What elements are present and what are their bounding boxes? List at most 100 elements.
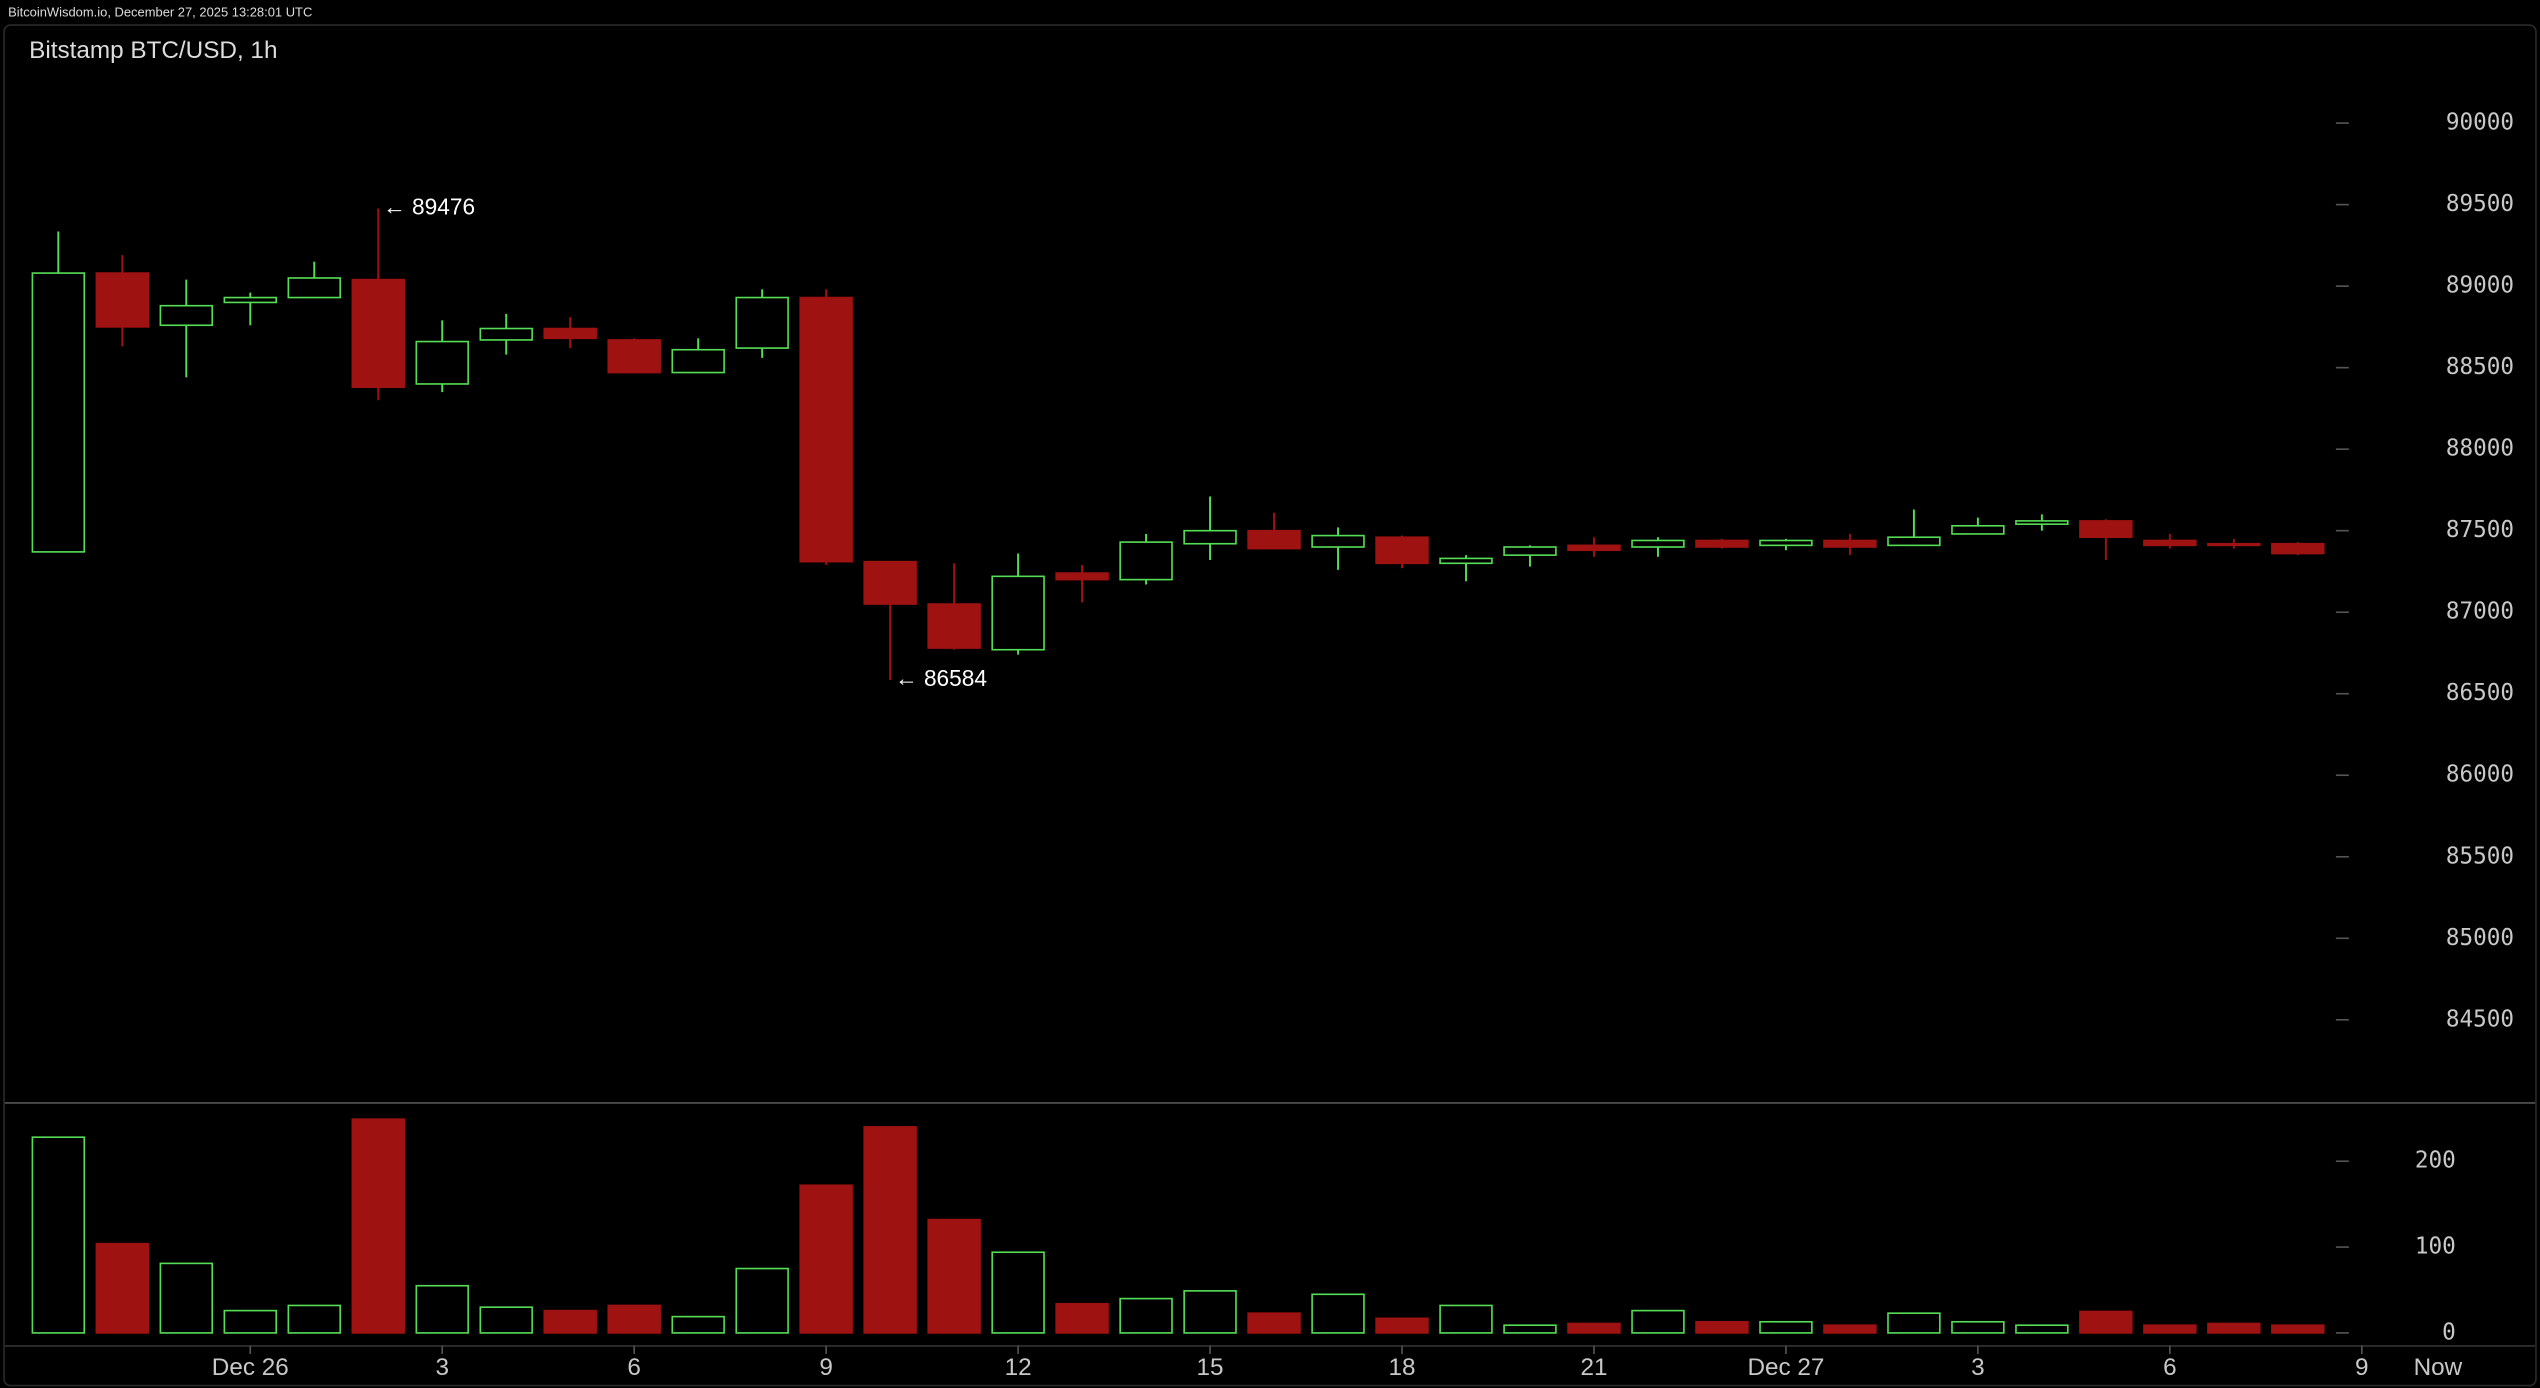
candle-body bbox=[1823, 539, 1877, 548]
chart-title: Bitstamp BTC/USD, 1h bbox=[29, 37, 277, 64]
candle-body bbox=[799, 296, 853, 563]
volume-bar bbox=[479, 1306, 533, 1334]
volume-bar bbox=[671, 1315, 725, 1334]
candle-body bbox=[415, 340, 469, 385]
candle-body bbox=[1887, 536, 1941, 547]
candle-body bbox=[1439, 557, 1493, 565]
candle-body bbox=[1375, 536, 1429, 565]
candle-body bbox=[1247, 529, 1301, 550]
y-tick-label: 87500 bbox=[2446, 517, 2514, 543]
candle-body bbox=[95, 272, 150, 328]
x-tick-label: 9 bbox=[819, 1354, 833, 1381]
volume-bar bbox=[2079, 1310, 2133, 1334]
volume-bar bbox=[927, 1218, 981, 1334]
volume-bar bbox=[991, 1251, 1045, 1334]
volume-bar bbox=[1503, 1324, 1557, 1334]
volume-bar bbox=[1695, 1320, 1749, 1334]
x-end-label: Now bbox=[2414, 1354, 2463, 1381]
volume-bar bbox=[735, 1267, 789, 1334]
volume-bar bbox=[159, 1262, 214, 1334]
volume-bar bbox=[1311, 1293, 1365, 1334]
volume-bar bbox=[2271, 1324, 2325, 1334]
candle-body bbox=[2271, 542, 2325, 555]
y-tick-label: 89500 bbox=[2446, 191, 2514, 217]
candle-body bbox=[1311, 534, 1365, 548]
volume-bar bbox=[1567, 1322, 1621, 1334]
volume-tick-label: 0 bbox=[2442, 1319, 2456, 1345]
y-tick-label: 86000 bbox=[2446, 762, 2514, 788]
candle-body bbox=[735, 296, 789, 349]
candle-body bbox=[1503, 546, 1557, 556]
x-tick-label: 6 bbox=[2163, 1354, 2177, 1381]
candle-body bbox=[671, 348, 725, 374]
candle-body bbox=[607, 339, 661, 374]
volume-bar bbox=[1055, 1302, 1109, 1334]
volume-bar bbox=[863, 1126, 917, 1334]
y-tick-label: 84500 bbox=[2446, 1006, 2514, 1032]
candle-body bbox=[1695, 539, 1749, 548]
volume-bar bbox=[223, 1309, 278, 1334]
x-tick-label: Dec 26 bbox=[212, 1354, 289, 1381]
volume-bar bbox=[1375, 1317, 1429, 1334]
low-annotation: ← 86584 bbox=[895, 665, 987, 691]
x-tick-label: Dec 27 bbox=[1747, 1354, 1824, 1381]
volume-bar bbox=[543, 1309, 597, 1334]
volume-bar bbox=[287, 1304, 341, 1334]
candle-body bbox=[1951, 524, 2005, 535]
y-tick-label: 85000 bbox=[2446, 925, 2514, 951]
volume-tick-label: 200 bbox=[2415, 1148, 2456, 1174]
volume-bar bbox=[1183, 1290, 1237, 1334]
volume-bar bbox=[1247, 1312, 1301, 1334]
volume-bar bbox=[415, 1284, 469, 1334]
candle-body bbox=[2207, 542, 2261, 547]
volume-bar bbox=[31, 1136, 86, 1334]
volume-tick-label: 100 bbox=[2415, 1234, 2456, 1260]
candle-body bbox=[1055, 572, 1109, 581]
volume-bar bbox=[2015, 1324, 2069, 1334]
volume-bar bbox=[1823, 1324, 1877, 1334]
volume-bar bbox=[95, 1242, 150, 1334]
candle-body bbox=[927, 603, 981, 649]
x-tick-label: 3 bbox=[1971, 1354, 1985, 1381]
y-tick-label: 88500 bbox=[2446, 354, 2514, 380]
y-tick-label: 85500 bbox=[2446, 843, 2514, 869]
candle-body bbox=[1759, 539, 1813, 547]
x-tick-label: 12 bbox=[1005, 1354, 1032, 1381]
volume-bar bbox=[351, 1118, 405, 1334]
y-tick-label: 87000 bbox=[2446, 599, 2514, 625]
candle-body bbox=[287, 277, 341, 299]
volume-bar bbox=[607, 1304, 661, 1334]
candle-body bbox=[1567, 544, 1621, 552]
candle-body bbox=[543, 327, 597, 340]
y-tick-label: 86500 bbox=[2446, 680, 2514, 706]
volume-bar bbox=[1951, 1320, 2005, 1334]
y-tick-label: 90000 bbox=[2446, 110, 2514, 136]
x-tick-label: 18 bbox=[1389, 1354, 1416, 1381]
volume-bar bbox=[1759, 1320, 1813, 1334]
x-tick-label: 6 bbox=[627, 1354, 641, 1381]
y-tick-label: 89000 bbox=[2446, 273, 2514, 299]
candle-body bbox=[2143, 539, 2197, 547]
volume-bar bbox=[2207, 1322, 2261, 1334]
x-tick-label: 3 bbox=[435, 1354, 449, 1381]
candle-body bbox=[1183, 529, 1237, 545]
candle-body bbox=[2079, 520, 2133, 539]
header-text: BitcoinWisdom.io, December 27, 2025 13:2… bbox=[8, 4, 312, 19]
volume-bar bbox=[799, 1184, 853, 1334]
volume-bar bbox=[1119, 1297, 1173, 1334]
high-annotation: ← 89476 bbox=[383, 194, 475, 220]
volume-bar bbox=[1439, 1304, 1493, 1334]
candle-body bbox=[2015, 520, 2069, 525]
x-tick-label: 21 bbox=[1580, 1354, 1607, 1381]
candle-body bbox=[351, 278, 405, 389]
candle-body bbox=[1631, 539, 1685, 548]
candle-body bbox=[1119, 541, 1173, 581]
y-tick-label: 88000 bbox=[2446, 436, 2514, 462]
candle-body bbox=[863, 560, 917, 605]
candle-body bbox=[991, 575, 1045, 651]
volume-bar bbox=[1631, 1309, 1685, 1334]
volume-bar bbox=[2143, 1324, 2197, 1334]
x-tick-label: 9 bbox=[2355, 1354, 2369, 1381]
candle-body bbox=[223, 296, 278, 304]
